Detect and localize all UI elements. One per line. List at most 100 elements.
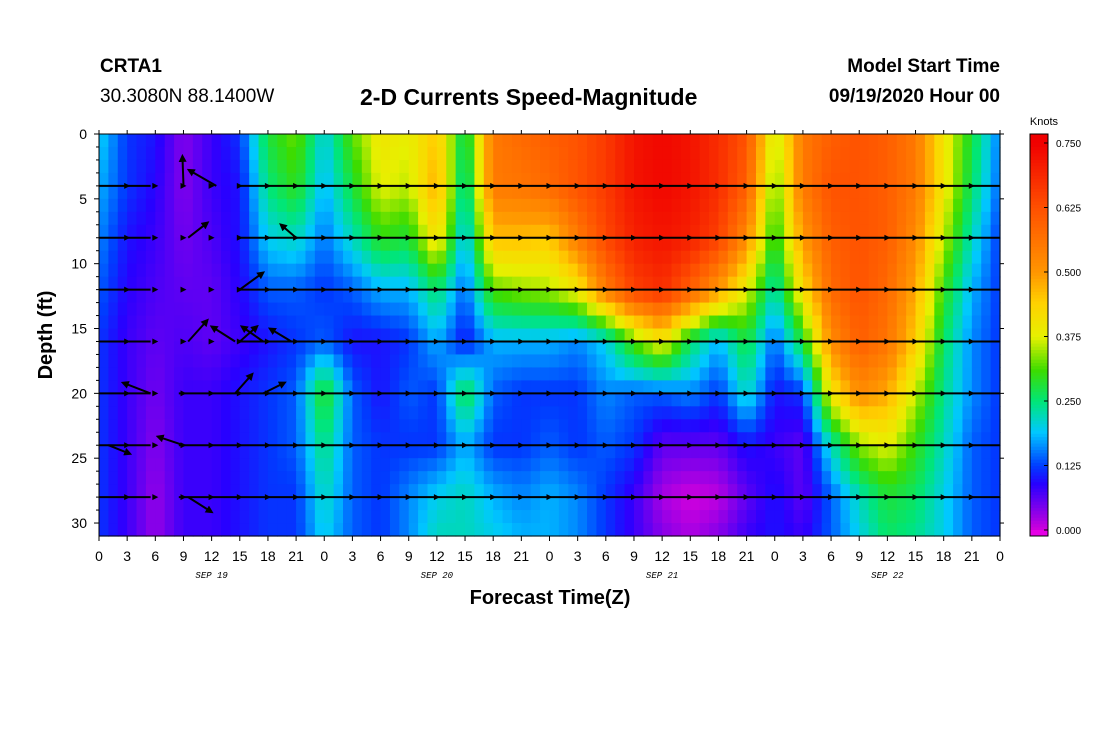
heat-cell [737, 432, 748, 446]
heat-cell [821, 497, 832, 511]
heat-cell [249, 211, 260, 226]
heat-cell [380, 134, 391, 148]
heat-cell [755, 276, 766, 291]
heat-cell [324, 484, 335, 498]
vector-marker [377, 390, 384, 397]
heat-cell [371, 224, 382, 239]
heat-cell [671, 276, 682, 291]
heat-cell [718, 328, 729, 343]
heat-cell [662, 445, 673, 459]
heat-cell [615, 523, 626, 537]
heat-cell [530, 354, 541, 369]
heat-cell [643, 354, 654, 369]
vector-marker [828, 494, 835, 501]
colorbar-cell [1030, 204, 1048, 209]
heat-cell [249, 159, 260, 174]
heat-cell [727, 146, 738, 161]
heat-cell [474, 458, 485, 472]
colorbar-cell [1030, 326, 1048, 331]
heat-cell [887, 523, 898, 537]
heat-cell [915, 198, 926, 213]
heat-cell [530, 367, 541, 381]
heat-cell [239, 393, 250, 407]
heat-cell [230, 458, 241, 472]
heat-cell [915, 471, 926, 485]
heat-cell [774, 354, 785, 369]
model-start-time: 09/19/2020 Hour 00 [828, 86, 1000, 107]
heat-cell [793, 341, 804, 356]
heat-cell [802, 185, 813, 200]
heat-cell [971, 146, 982, 161]
colorbar-cell [1030, 149, 1048, 154]
heat-cell [277, 198, 288, 213]
heat-cell [558, 393, 569, 407]
heat-cell [755, 263, 766, 278]
heat-cell [915, 263, 926, 278]
heat-cell [802, 393, 813, 407]
vector-marker [208, 338, 215, 345]
heat-cell [549, 146, 560, 161]
heat-cell [314, 354, 325, 369]
heat-cell [136, 419, 147, 433]
heat-cell [202, 354, 213, 369]
heat-cell [737, 471, 748, 485]
heat-cell [408, 445, 419, 459]
colorbar-cell [1030, 523, 1048, 528]
heat-cell [774, 380, 785, 394]
heat-cell [493, 510, 504, 524]
heat-cell [511, 224, 522, 239]
heat-cell [765, 393, 776, 407]
heat-cell [99, 315, 109, 330]
heat-cell [831, 302, 842, 317]
heat-cell [981, 432, 992, 446]
heat-cell [887, 263, 898, 278]
heat-cell [549, 250, 560, 265]
heat-cell [596, 497, 607, 511]
heat-cell [267, 445, 278, 459]
heat-cell [887, 315, 898, 330]
heat-cell [793, 302, 804, 317]
heat-cell [239, 367, 250, 381]
heat-cell [831, 198, 842, 213]
heat-cell [389, 510, 400, 524]
vector-marker [715, 442, 722, 449]
heat-cell [333, 146, 344, 161]
heat-cell [183, 134, 194, 148]
heat-cell [399, 211, 410, 226]
heat-cell [924, 406, 935, 420]
heat-cell [530, 172, 541, 187]
heat-cell [774, 250, 785, 265]
heat-cell [831, 328, 842, 343]
heat-cell [540, 341, 551, 356]
heat-cell [286, 367, 297, 381]
heat-cell [981, 185, 992, 200]
heat-cell [765, 263, 776, 278]
heat-cell [249, 419, 260, 433]
heat-cell [221, 276, 231, 291]
heat-cell [990, 458, 1001, 472]
heat-cell [840, 198, 851, 213]
heat-cell [615, 159, 626, 174]
heat-cell [765, 172, 776, 187]
heat-cell [549, 445, 560, 459]
vector-marker [433, 494, 440, 501]
heat-cell [493, 302, 504, 317]
heat-cell [540, 302, 551, 317]
heat-cell [511, 159, 522, 174]
heat-cell [230, 497, 241, 511]
heat-cell [896, 302, 907, 317]
heat-cell [230, 432, 241, 446]
heat-cell [343, 159, 354, 174]
heat-cell [108, 224, 119, 239]
heat-cell [840, 289, 851, 304]
heat-cell [868, 380, 879, 394]
heat-cell [831, 315, 842, 330]
heat-cell [690, 341, 701, 356]
heat-cell [286, 406, 297, 420]
heat-cell [530, 328, 541, 343]
heat-cell [455, 276, 466, 291]
heat-cell [408, 276, 419, 291]
heat-cell [174, 328, 185, 343]
heat-cell [164, 406, 175, 420]
heat-cell [887, 380, 898, 394]
